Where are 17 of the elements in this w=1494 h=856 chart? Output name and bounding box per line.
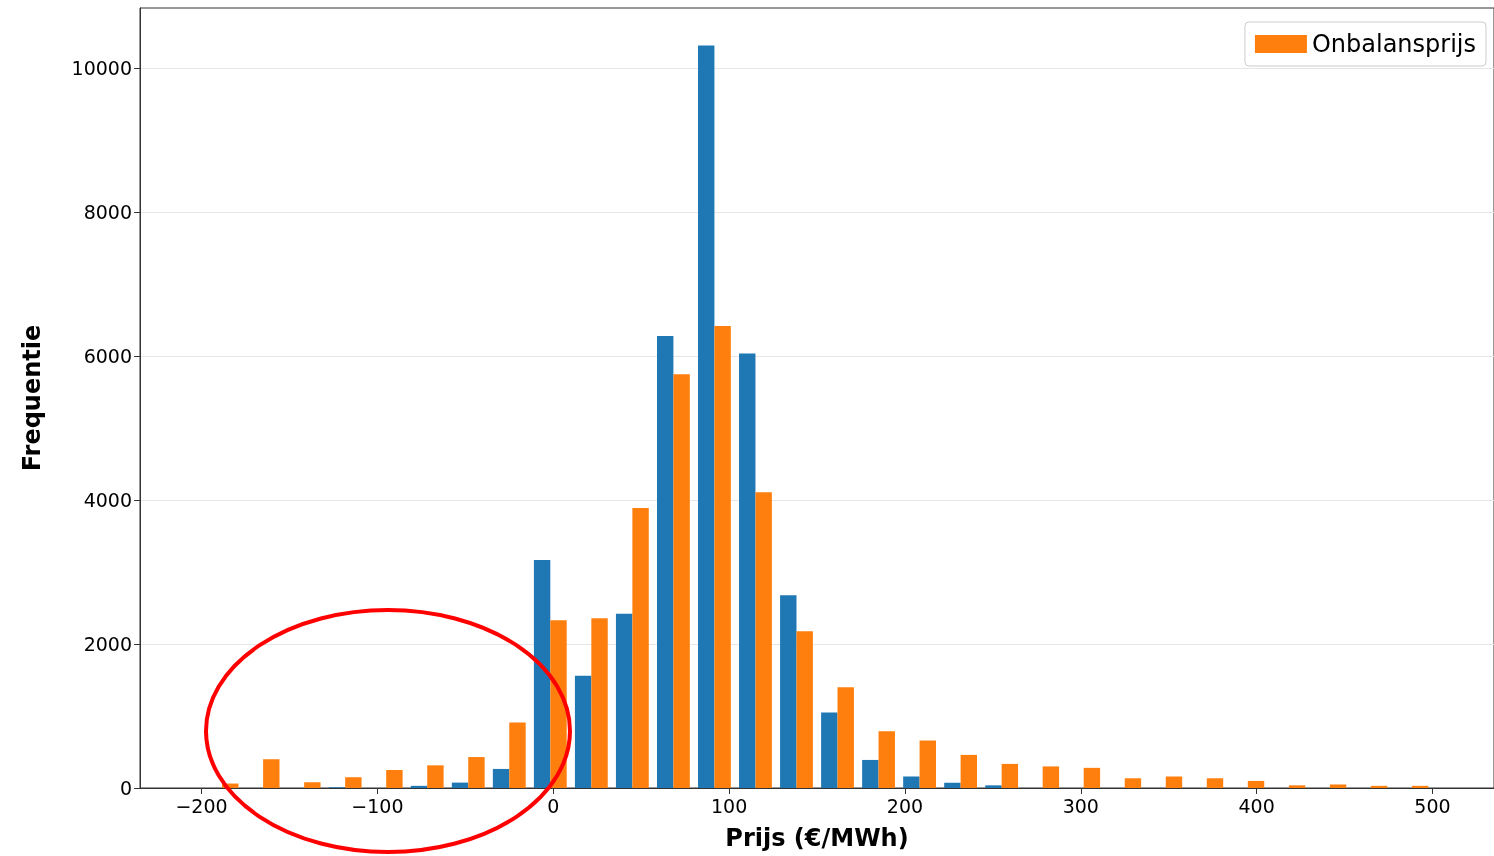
- y-tick-label: 2000: [83, 633, 132, 656]
- x-tick-label: −200: [175, 794, 228, 817]
- x-tick-label: 300: [1062, 794, 1099, 817]
- x-tick-label: 0: [547, 794, 560, 817]
- y-tick-label: 10000: [71, 57, 132, 80]
- legend-label: Onbalansprijs: [1311, 30, 1476, 58]
- x-tick-label: 100: [710, 794, 748, 817]
- x-tick-label: 400: [1238, 794, 1275, 817]
- y-tick-label: 0: [119, 777, 132, 799]
- x-tick-label: 200: [886, 794, 924, 817]
- y-tick-label: 6000: [83, 345, 132, 368]
- y-tick-label: 4000: [83, 489, 132, 512]
- y-tick-label: 8000: [83, 201, 132, 224]
- x-axis-title: Prijs (€/MWh): [725, 824, 909, 852]
- x-tick-label: 500: [1414, 794, 1451, 817]
- y-axis-title: Frequentie: [18, 324, 46, 472]
- x-tick-label: −100: [351, 794, 404, 817]
